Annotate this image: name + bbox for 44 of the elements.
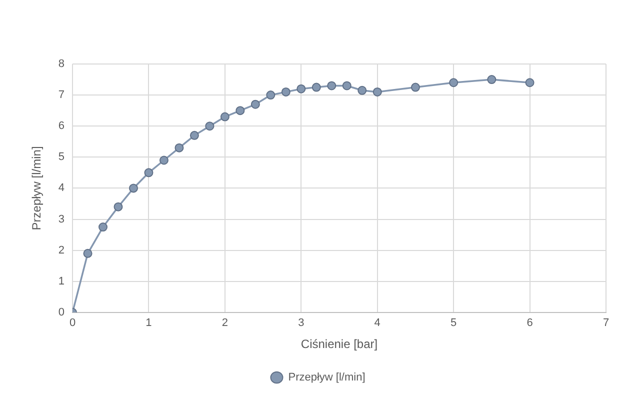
point <box>281 87 290 96</box>
y-axis-title: Przepływ [l/min] <box>30 146 44 230</box>
point <box>236 106 245 116</box>
y-tick-label: 8 <box>58 58 65 70</box>
point <box>144 168 154 178</box>
point <box>250 100 260 109</box>
legend-label: Przepływ [l/min] <box>288 372 366 384</box>
point <box>190 130 199 140</box>
y-tick-label: 4 <box>58 182 65 194</box>
point <box>128 184 138 193</box>
point <box>525 78 534 88</box>
x-tick-label: 2 <box>222 317 228 330</box>
point <box>296 84 306 94</box>
x-tick-label: 0 <box>69 317 76 330</box>
y-tick-label: 3 <box>58 213 65 226</box>
point <box>220 112 230 122</box>
x-tick-label: 4 <box>374 317 380 330</box>
x-tick-label: 7 <box>602 317 610 330</box>
x-tick-label: 1 <box>146 317 152 330</box>
point <box>410 82 420 92</box>
x-axis-title: Ciśnienie [bar] <box>300 337 378 352</box>
x-tick-label: 5 <box>450 317 457 330</box>
point <box>358 86 367 95</box>
point <box>449 78 458 88</box>
y-tick-label: 0 <box>58 306 65 318</box>
y-tick-label: 2 <box>58 244 65 256</box>
point <box>312 82 321 92</box>
y-tick-label: 1 <box>58 275 65 288</box>
point <box>114 202 123 212</box>
y-tick-label: 7 <box>58 89 65 102</box>
point <box>98 222 108 232</box>
point <box>327 81 336 90</box>
point <box>205 122 214 131</box>
x-tick-label: 3 <box>298 317 304 330</box>
point <box>487 75 496 84</box>
y-tick-label: 6 <box>58 120 65 132</box>
point <box>342 81 352 90</box>
point <box>174 143 184 152</box>
point <box>159 156 168 165</box>
point <box>266 90 276 100</box>
y-tick-label: 5 <box>58 151 65 164</box>
x-tick-label: 6 <box>526 317 533 330</box>
point <box>372 87 382 96</box>
point <box>83 248 92 258</box>
